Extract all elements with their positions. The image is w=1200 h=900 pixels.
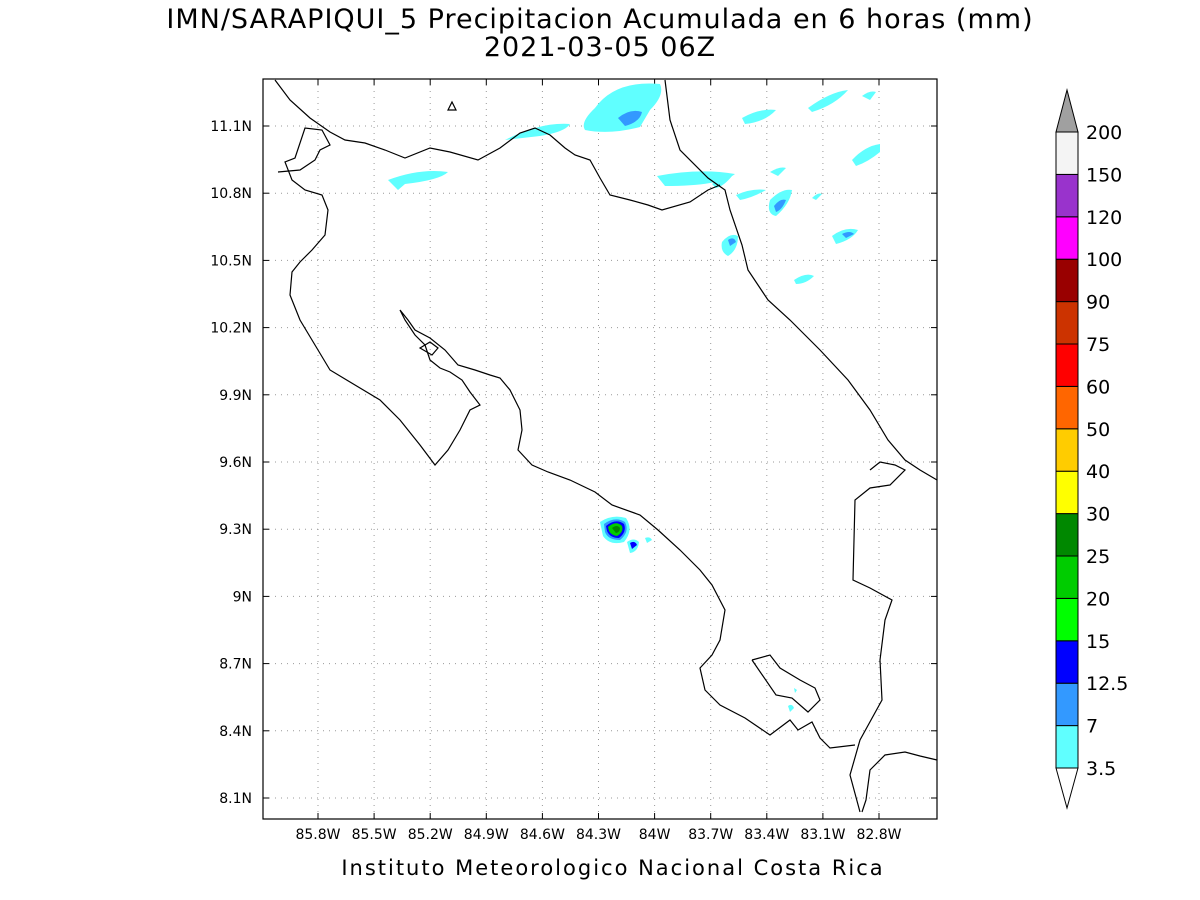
lat-tick-label: 8.7N — [219, 657, 252, 673]
colorbar-swatch — [1055, 301, 1079, 345]
longitude-axis-labels: 85.8W 85.5W 85.2W 84.9W 84.6W 84.3W 84W 83.7W 83… — [295, 827, 901, 843]
lon-tick-label: 85.8W — [295, 827, 340, 843]
precipitation-field — [388, 83, 880, 712]
colorbar-swatch — [1055, 555, 1079, 599]
precip-patch — [852, 144, 880, 166]
lon-tick-label: 83.1W — [800, 827, 845, 843]
colorbar-label: 3.5 — [1086, 758, 1116, 780]
map-background — [263, 79, 937, 819]
colorbar-label: 200 — [1086, 122, 1122, 144]
lon-tick-label: 83.7W — [688, 827, 733, 843]
map-title: IMN/SARAPIQUI_5 Precipitacion Acumulada … — [166, 4, 1034, 35]
colorbar-bottom-arrow — [1055, 767, 1079, 810]
coastlines-borders — [274, 79, 938, 813]
lon-tick-label: 85.2W — [408, 827, 453, 843]
colorbar-swatch — [1055, 131, 1079, 175]
precip-patch — [742, 109, 776, 124]
colorbar-label: 25 — [1086, 546, 1110, 568]
precip-patch — [583, 83, 662, 132]
colorbar-swatch — [1055, 513, 1079, 557]
grid-lines — [263, 79, 937, 819]
chira-island — [418, 341, 439, 356]
precip-patch — [774, 199, 786, 212]
caribbean-coast-north — [664, 79, 938, 481]
map-frame — [262, 78, 938, 820]
lon-tick-label: 84.9W — [464, 827, 509, 843]
precip-patch — [612, 526, 620, 533]
golfo-dulce — [751, 654, 821, 713]
lat-tick-label: 10.5N — [210, 253, 252, 269]
panama-border — [849, 461, 907, 813]
colorbar-swatch — [1055, 258, 1079, 303]
lat-tick-label: 10.8N — [210, 186, 252, 202]
colorbar-swatch — [1055, 216, 1079, 260]
precip-patch — [842, 232, 854, 238]
precip-patch — [645, 537, 652, 543]
colorbar-label: 60 — [1086, 376, 1110, 398]
pacific-coast-guanacaste — [277, 127, 856, 749]
precip-patch — [657, 171, 735, 186]
colorbar-swatch — [1055, 640, 1079, 684]
colorbar-label: 50 — [1086, 419, 1110, 441]
lat-tick-label: 11.1N — [210, 119, 252, 135]
colorbar-label: 40 — [1086, 461, 1110, 483]
precip-patch — [388, 171, 448, 190]
colorbar-label: 75 — [1086, 334, 1110, 356]
colorbar-label: 30 — [1086, 504, 1110, 526]
lat-tick-label: 8.4N — [219, 724, 252, 740]
colorbar-swatch — [1055, 428, 1079, 472]
colorbar-swatch — [1055, 725, 1079, 769]
colorbar-label: 120 — [1086, 207, 1122, 229]
lon-tick-label: 84.6W — [520, 827, 565, 843]
lat-tick-label: 8.1N — [219, 791, 252, 807]
lat-tick-label: 9.9N — [219, 388, 252, 404]
precip-patch — [728, 238, 736, 246]
colorbar-swatch — [1055, 385, 1079, 430]
map-panel — [262, 78, 938, 820]
precip-patch — [862, 91, 876, 100]
colorbar-label: 12.5 — [1086, 673, 1128, 695]
precip-patch — [630, 541, 637, 549]
latitude-axis-labels: 8.1N 8.4N 8.7N 9N 9.3N 9.6N 9.9N 10.2N 10.5N 10.8… — [210, 119, 252, 807]
precip-patch — [736, 189, 766, 200]
precip-patch — [788, 704, 794, 712]
precip-patch — [770, 167, 786, 176]
precip-patch — [505, 123, 570, 140]
colorbar-swatch — [1055, 470, 1079, 515]
colorbar-label: 7 — [1086, 716, 1098, 738]
map-subtitle-datetime: 2021-03-05 06Z — [483, 32, 717, 63]
colorbar-label: 90 — [1086, 292, 1110, 314]
lat-tick-label: 9.6N — [219, 455, 252, 471]
precip-patch — [812, 193, 822, 200]
colorbar-swatch — [1055, 597, 1079, 642]
lake-island — [447, 100, 457, 111]
lat-tick-label: 9N — [233, 589, 252, 605]
precip-patch — [794, 274, 814, 284]
nicaragua-border — [274, 79, 721, 211]
lon-tick-label: 84.3W — [576, 827, 621, 843]
precip-patch — [808, 90, 848, 112]
colorbar-label: 150 — [1086, 164, 1122, 186]
colorbar-swatch — [1055, 173, 1079, 218]
colorbar-swatch — [1055, 682, 1079, 727]
lon-tick-label: 83.4W — [744, 827, 789, 843]
colorbar-label: 100 — [1086, 249, 1122, 271]
colorbar-top-arrow — [1055, 88, 1079, 133]
colorbar-label: 15 — [1086, 631, 1110, 653]
colorbar-label: 20 — [1086, 588, 1110, 610]
lat-tick-label: 10.2N — [210, 321, 252, 337]
colorbar-swatch — [1055, 343, 1079, 387]
lon-tick-label: 85.5W — [352, 827, 397, 843]
map-footer-credit: Instituto Meteorologico Nacional Costa R… — [341, 856, 885, 880]
color-legend: 3.5 7 12.5 15 20 25 30 40 50 60 75 90 100 120 150 200 — [1055, 88, 1128, 810]
lon-tick-label: 82.8W — [856, 827, 901, 843]
precip-patch — [794, 688, 797, 693]
lat-tick-label: 9.3N — [219, 522, 252, 538]
lon-tick-label: 84W — [639, 827, 671, 843]
panama-coast-south — [861, 751, 938, 813]
precip-patch — [618, 110, 642, 126]
